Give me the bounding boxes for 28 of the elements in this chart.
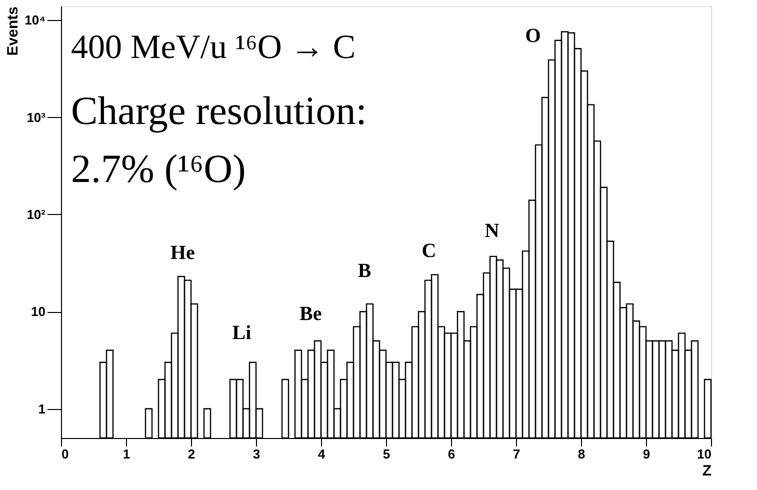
x-tick-label: 3 [252, 446, 260, 462]
y-axis-title: Events [4, 6, 22, 56]
y-tick-label: 10² [26, 206, 46, 222]
annotation: C [422, 240, 436, 262]
annotation: Be [299, 303, 322, 325]
x-tick-label: 5 [382, 446, 390, 462]
x-tick-label: 0 [62, 446, 69, 462]
annotation: Li [232, 322, 252, 344]
y-tick-label: 1 [38, 401, 46, 416]
x-tick-label: 6 [448, 446, 456, 462]
x-tick-label: 8 [578, 446, 586, 462]
annotation: He [170, 242, 195, 264]
y-tick-label: 10 [31, 304, 46, 320]
annotation: N [484, 220, 500, 242]
y-tick-label: 10³ [26, 110, 46, 125]
annotation: B [358, 260, 372, 282]
x-tick-label: 1 [122, 446, 130, 462]
x-tick-label: 10 [697, 446, 712, 462]
annotation: 400 MeV/u ¹⁶O → C [71, 29, 356, 66]
x-tick-label: 4 [318, 446, 326, 462]
x-axis-title: Z [702, 462, 712, 480]
y-tick-label: 10⁴ [24, 12, 46, 28]
annotation: O [525, 25, 541, 47]
annotation: 2.7% (¹⁶O) [71, 146, 246, 191]
x-tick-label: 2 [188, 446, 196, 462]
annotation: Charge resolution: [71, 88, 367, 133]
x-tick-label: 7 [512, 446, 520, 462]
x-tick-label: 9 [642, 446, 650, 462]
